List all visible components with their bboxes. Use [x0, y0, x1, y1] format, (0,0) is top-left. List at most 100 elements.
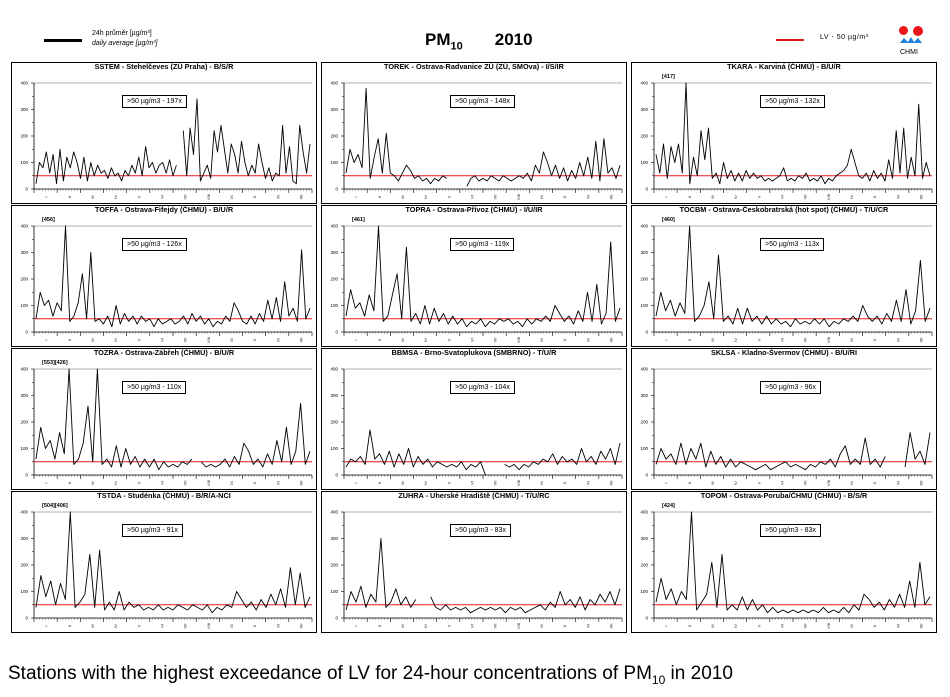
main-title: PM10 2010	[425, 30, 533, 52]
x-tick-label: II	[67, 625, 72, 627]
y-tick-label: 100	[20, 160, 28, 165]
x-tick-label: X	[872, 338, 877, 341]
x-tick-label: VIII	[516, 623, 521, 629]
x-tick-label: VI	[159, 338, 164, 342]
daily-average-series	[35, 368, 193, 471]
main-title-year: 2010	[494, 30, 533, 49]
station-chart: TKARA - Karviná (ČHMÚ) - B/U/R 0 100 200 300…	[631, 62, 937, 204]
y-tick-label: 400	[640, 224, 648, 229]
x-tick-label: III	[400, 624, 405, 627]
daily-average-series	[345, 87, 447, 185]
x-tick-label: IV	[113, 338, 118, 342]
chart-title: BBMSA - Brno-Svatoplukova (SMBRNO) - T/U…	[391, 348, 557, 357]
x-tick-label: VIII	[516, 480, 521, 486]
exceedance-count-box: >50 µg/m3 - 126x	[122, 238, 187, 251]
x-tick-label: III	[710, 624, 715, 627]
y-tick-label: 300	[330, 250, 338, 255]
x-tick-label: X	[872, 481, 877, 484]
y-tick-label: 400	[640, 510, 648, 515]
x-tick-label: VII	[803, 195, 808, 200]
chart-title: TOCBM - Ostrava-Českobratrská (hot spot)…	[679, 205, 889, 214]
x-tick-label: VI	[469, 481, 474, 485]
y-tick-label: 0	[25, 187, 28, 192]
x-tick-label: XI	[895, 195, 900, 199]
x-tick-label: II	[687, 625, 692, 627]
x-tick-label: II	[67, 339, 72, 341]
logo-dot-icon	[913, 26, 923, 36]
x-tick-label: III	[90, 338, 95, 341]
station-chart: ZUHRA - Uherské Hradiště (ČHMÚ) - T/U/RC…	[321, 491, 627, 633]
y-tick-label: 400	[640, 81, 648, 86]
exceedance-count-box: >50 µg/m3 - 96x	[760, 381, 821, 394]
x-tick-label: V	[446, 481, 451, 484]
x-tick-label: XII	[608, 481, 613, 486]
x-tick-label: I	[354, 625, 359, 626]
x-tick-label: X	[252, 195, 257, 198]
y-tick-label: 200	[640, 277, 648, 282]
x-tick-label: XII	[608, 624, 613, 629]
y-tick-label: 200	[330, 420, 338, 425]
x-tick-label: VII	[803, 624, 808, 629]
daily-average-series	[345, 429, 486, 476]
y-tick-label: 400	[330, 224, 338, 229]
y-tick-label: 0	[335, 473, 338, 478]
y-tick-label: 200	[640, 420, 648, 425]
y-tick-label: 100	[20, 589, 28, 594]
x-tick-label: I	[664, 625, 669, 626]
exceedance-count-box: >50 µg/m3 - 83x	[760, 524, 821, 537]
y-tick-label: 200	[330, 134, 338, 139]
peak-value-label: [460]	[662, 217, 675, 223]
x-tick-label: V	[446, 195, 451, 198]
peak-value-label: [553][426]	[42, 360, 68, 366]
y-tick-label: 0	[25, 616, 28, 621]
x-tick-label: IV	[423, 195, 428, 199]
x-tick-label: XI	[895, 481, 900, 485]
y-tick-label: 200	[20, 420, 28, 425]
peak-value-label: [456]	[42, 217, 55, 223]
x-tick-label: VIII	[206, 337, 211, 343]
x-tick-label: XII	[608, 338, 613, 343]
x-tick-label: VII	[803, 481, 808, 486]
x-tick-label: IX	[539, 195, 544, 199]
legend-daily-average: 24h průměr [µg/m³] daily average [µg/m³]	[44, 30, 244, 52]
y-tick-label: 100	[330, 303, 338, 308]
daily-average-series	[430, 588, 621, 614]
caption-text: Stations with the highest exceedance of …	[8, 663, 652, 684]
y-tick-label: 300	[20, 107, 28, 112]
y-tick-label: 0	[335, 616, 338, 621]
x-tick-label: XI	[895, 338, 900, 342]
x-tick-label: I	[354, 196, 359, 197]
x-tick-label: VII	[493, 338, 498, 343]
x-tick-label: XI	[585, 338, 590, 342]
x-tick-label: IX	[539, 624, 544, 628]
chart-title: TKARA - Karviná (ČHMÚ) - B/U/R	[727, 62, 841, 71]
x-tick-label: IX	[229, 338, 234, 342]
logo-dot-icon	[899, 26, 908, 35]
x-tick-label: VII	[183, 338, 188, 343]
y-tick-label: 100	[640, 589, 648, 594]
x-tick-label: II	[687, 339, 692, 341]
x-tick-label: IX	[849, 624, 854, 628]
x-tick-label: XII	[298, 195, 303, 200]
x-tick-label: VI	[469, 195, 474, 199]
y-tick-label: 0	[25, 330, 28, 335]
station-chart: TOPOM - Ostrava-Poruba/ČHMÚ (ČHMÚ) - B/S…	[631, 491, 937, 633]
x-tick-label: XII	[298, 338, 303, 343]
chart-title: ZUHRA - Uherské Hradiště (ČHMÚ) - T/U/RC	[398, 491, 550, 500]
station-chart: TOCBM - Ostrava-Českobratrská (hot spot)…	[631, 205, 937, 347]
x-tick-label: IV	[733, 195, 738, 199]
daily-average-series	[655, 82, 931, 185]
y-tick-label: 100	[20, 446, 28, 451]
y-tick-label: 400	[20, 510, 28, 515]
y-tick-label: 0	[645, 330, 648, 335]
station-chart: TOPRA - Ostrava-Přívoz (ČHMÚ) - I/U/IR 0 1…	[321, 205, 627, 347]
x-tick-label: XII	[918, 624, 923, 629]
x-tick-label: IX	[229, 195, 234, 199]
x-tick-label: IV	[423, 624, 428, 628]
logo-wave-icon	[900, 37, 922, 43]
daily-average-series	[35, 146, 177, 185]
